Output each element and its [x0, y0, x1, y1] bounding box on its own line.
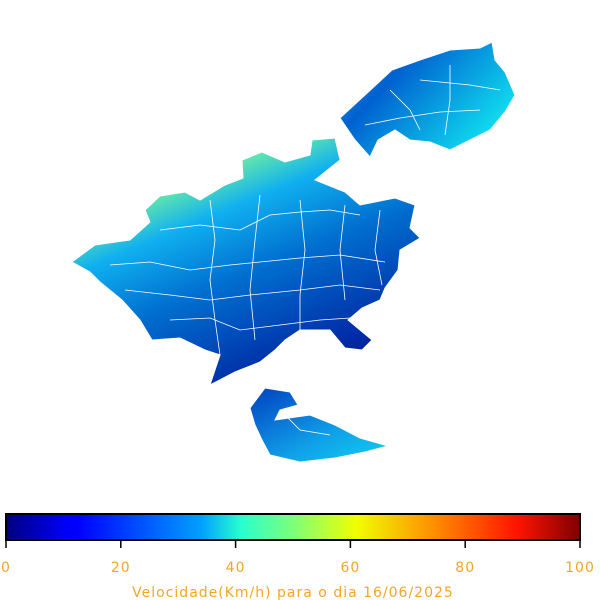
map [71, 41, 516, 463]
colorbar-tick-label: 40 [226, 560, 246, 576]
colorbar-tick-label: 60 [340, 560, 360, 576]
colorbar-tick-label: 80 [455, 560, 475, 576]
colorbar-tick-label: 20 [111, 560, 131, 576]
colorbar-tick-label: 0 [1, 560, 11, 576]
colorbar-gradient [5, 513, 581, 541]
region-northeast [339, 41, 516, 158]
colorbar-label: Velocidade(Km/h) para o dia 16/06/2025 [132, 585, 454, 600]
region-main [71, 137, 421, 387]
region-borders [109, 65, 501, 436]
colorbar-tick-label: 100 [565, 560, 595, 576]
region-south [249, 387, 390, 463]
colorbar: Velocidade(Km/h) para o dia 16/06/2025 [5, 513, 581, 600]
